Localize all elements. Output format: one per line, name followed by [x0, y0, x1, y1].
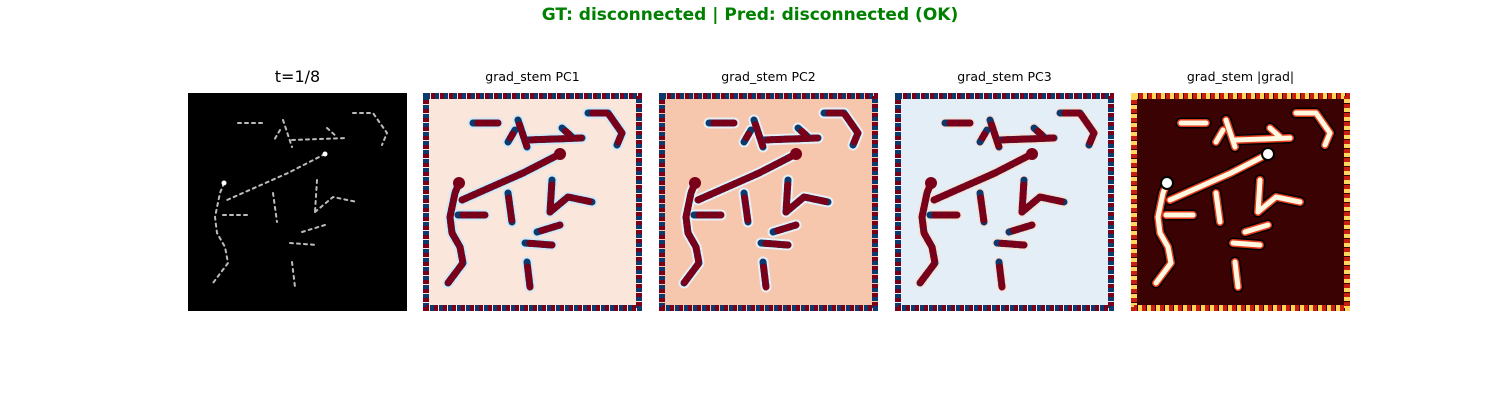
path-stroke: [1223, 117, 1238, 150]
path-stroke: [1232, 259, 1241, 290]
path-stroke: [995, 258, 1006, 291]
path-stroke: [272, 129, 281, 143]
path-stroke: [546, 176, 556, 216]
path-stroke: [1242, 222, 1271, 235]
path-stroke: [757, 239, 792, 249]
panel-title: grad_stem PC1: [485, 69, 580, 84]
border-artifact: [1131, 93, 1350, 311]
endpoint-marker: [554, 148, 566, 160]
pc3-heatmap: [895, 93, 1114, 311]
endpoint-marker: [1160, 176, 1174, 190]
path-stroke: [314, 179, 318, 213]
path-stroke: [521, 239, 556, 249]
path-stroke: [504, 189, 516, 226]
path-stroke: [1153, 180, 1174, 286]
path-stroke: [694, 150, 800, 204]
endpoint-marker: [790, 148, 802, 160]
border-artifact: [659, 93, 878, 311]
path-stroke: [1230, 240, 1263, 248]
path-stroke: [1267, 125, 1283, 140]
border-artifact: [423, 93, 642, 311]
path-stroke: [820, 109, 862, 149]
path-stroke: [1018, 176, 1028, 216]
path-stroke: [226, 153, 326, 201]
path-stroke: [352, 112, 388, 146]
input-image: [188, 93, 407, 311]
path-stroke: [759, 134, 822, 144]
path-stroke: [558, 124, 576, 141]
path-stroke: [291, 261, 296, 288]
border-artifact: [895, 93, 1114, 311]
path-stroke: [1005, 221, 1036, 236]
path-stroke: [740, 126, 755, 146]
panel-title: t=1/8: [274, 67, 321, 86]
figure-suptitle: GT: disconnected | Pred: disconnected (O…: [541, 5, 959, 25]
path-stroke: [740, 189, 752, 226]
border-artifact: [659, 93, 878, 311]
path-stroke: [533, 221, 564, 236]
endpoint-marker: [221, 180, 227, 186]
path-stroke: [759, 258, 770, 291]
image-background: [188, 93, 407, 311]
path-stroke: [1056, 109, 1098, 149]
path-stroke: [1018, 193, 1068, 216]
panel-title: grad_stem |grad|: [1186, 69, 1295, 84]
panel-pc1: grad_stem PC1: [423, 69, 642, 311]
panel-pc2: grad_stem PC2: [659, 69, 878, 311]
path-stroke: [301, 224, 326, 233]
endpoint-marker: [453, 177, 465, 189]
border-artifact: [423, 93, 642, 311]
path-stroke: [458, 150, 564, 204]
path-stroke: [1255, 194, 1303, 215]
path-stroke: [995, 134, 1058, 144]
path-stroke: [976, 189, 988, 226]
path-stroke: [1213, 127, 1226, 145]
border-artifact: [895, 93, 1114, 311]
path-stroke: [930, 150, 1036, 204]
grad-magnitude-heatmap: [1131, 93, 1350, 311]
border-artifact: [1131, 93, 1350, 311]
pc2-heatmap: [659, 93, 878, 311]
endpoint-marker: [925, 177, 937, 189]
endpoint-marker: [1261, 147, 1275, 161]
path-stroke: [1255, 177, 1263, 215]
path-stroke: [680, 179, 703, 287]
path-stroke: [314, 196, 358, 213]
panel-input: t=1/8: [188, 67, 407, 311]
path-stroke: [976, 126, 991, 146]
path-stroke: [584, 109, 626, 149]
path-stroke: [212, 182, 229, 284]
path-stroke: [782, 176, 792, 216]
endpoint-marker: [689, 177, 701, 189]
path-stroke: [782, 193, 832, 216]
path-stroke: [504, 126, 519, 146]
path-stroke: [1030, 124, 1048, 141]
path-stroke: [326, 127, 338, 138]
path-stroke: [993, 239, 1028, 249]
path-stroke: [514, 116, 531, 151]
panel-title: grad_stem PC2: [721, 69, 816, 84]
endpoint-marker: [322, 151, 328, 157]
path-stroke: [1167, 151, 1271, 203]
path-stroke: [546, 193, 596, 216]
path-stroke: [289, 242, 318, 246]
path-stroke: [523, 258, 534, 291]
path-stroke: [916, 179, 939, 287]
path-stroke: [282, 119, 293, 148]
path-stroke: [750, 116, 767, 151]
endpoint-marker: [1026, 148, 1038, 160]
panel-title: grad_stem PC3: [957, 69, 1052, 84]
path-stroke: [291, 137, 348, 141]
path-stroke: [1293, 110, 1333, 148]
path-stroke: [272, 192, 278, 223]
path-stroke: [794, 124, 812, 141]
path-stroke: [444, 179, 467, 287]
path-stroke: [523, 134, 586, 144]
panel-grad-magnitude: grad_stem |grad|: [1131, 69, 1350, 311]
path-stroke: [986, 116, 1003, 151]
path-stroke: [769, 221, 800, 236]
panel-pc3: grad_stem PC3: [895, 69, 1114, 311]
pc1-heatmap: [423, 93, 642, 311]
path-stroke: [1213, 190, 1223, 225]
